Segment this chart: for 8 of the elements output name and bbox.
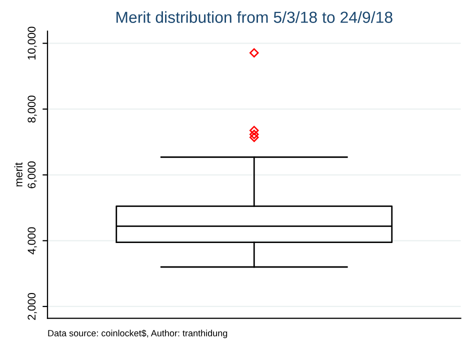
y-tick-label: 8,000 bbox=[28, 96, 37, 123]
y-tick-label: 2,000 bbox=[28, 293, 37, 320]
chart-title: Merit distribution from 5/3/18 to 24/9/18 bbox=[116, 11, 392, 23]
y-tick-label: 10,000 bbox=[28, 26, 37, 60]
y-axis-title: merit bbox=[14, 162, 22, 186]
y-tick-label: 6,000 bbox=[28, 161, 37, 188]
y-tick-label: 4,000 bbox=[28, 227, 37, 254]
source-note: Data source: coinlocket$, Author: tranthidung bbox=[48, 330, 228, 338]
